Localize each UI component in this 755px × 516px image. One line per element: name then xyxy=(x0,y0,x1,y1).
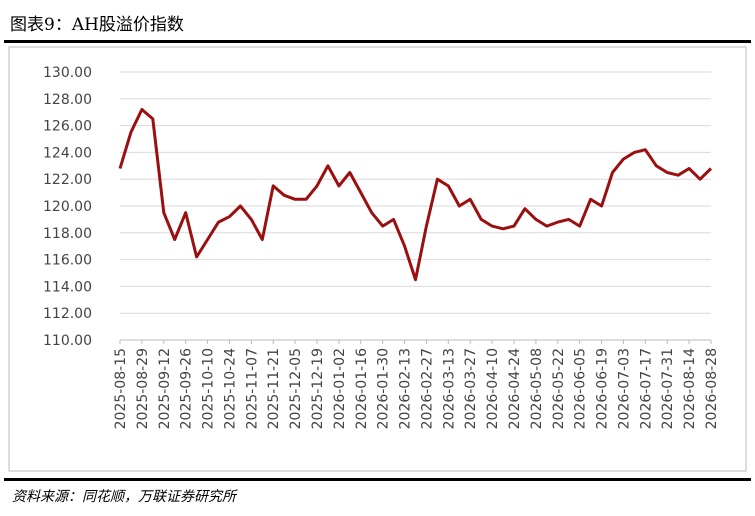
x-tick-label: 2025-09-26 xyxy=(179,348,195,429)
y-tick-label: 112.00 xyxy=(43,306,92,322)
x-tick-label: 2025-08-15 xyxy=(113,348,129,429)
x-tick-label: 2025-08-29 xyxy=(135,348,151,429)
x-tick-label: 2026-04-10 xyxy=(485,348,501,429)
series-line xyxy=(118,108,713,282)
y-tick-label: 120.00 xyxy=(43,199,92,215)
x-tick-label: 2025-12-05 xyxy=(288,348,304,429)
y-tick-label: 110.00 xyxy=(43,333,92,349)
x-tick-label: 2026-05-08 xyxy=(529,348,545,429)
chart-title: 图表9：AH股溢价指数 xyxy=(10,15,184,35)
y-tick-label: 126.00 xyxy=(43,119,92,135)
x-tick-label: 2025-10-24 xyxy=(222,348,238,429)
x-tick-label: 2026-01-16 xyxy=(354,348,370,429)
title-rule xyxy=(4,40,751,43)
y-tick-label: 116.00 xyxy=(43,253,92,269)
x-tick-label: 2026-07-03 xyxy=(616,348,632,429)
x-tick-label: 2025-11-21 xyxy=(266,348,282,429)
source-note: 资料来源：同花顺，万联证券研究所 xyxy=(12,489,238,505)
y-tick-label: 124.00 xyxy=(43,145,92,161)
y-tick-label: 114.00 xyxy=(43,279,92,295)
y-tick-label: 122.00 xyxy=(43,172,92,188)
y-tick-label: 130.00 xyxy=(43,65,92,81)
x-tick-label: 2025-11-07 xyxy=(244,348,260,429)
x-tick-label: 2026-07-17 xyxy=(638,348,654,429)
x-tick-label: 2026-01-30 xyxy=(376,348,392,429)
x-tick-label: 2026-07-31 xyxy=(660,348,676,429)
source-rule xyxy=(4,478,751,481)
x-tick-label: 2026-02-27 xyxy=(419,348,435,429)
plot-frame xyxy=(8,46,747,472)
x-tick-label: 2026-05-22 xyxy=(551,348,567,429)
x-tick-label: 2026-03-13 xyxy=(441,348,457,429)
x-tick-label: 2025-09-12 xyxy=(157,348,173,429)
x-tick-label: 2026-04-24 xyxy=(507,348,523,429)
x-tick-label: 2026-01-02 xyxy=(332,348,348,429)
x-tick-label: 2026-08-28 xyxy=(704,348,720,429)
x-tick-label: 2025-10-10 xyxy=(201,348,217,429)
x-tick-label: 2026-03-27 xyxy=(463,348,479,429)
x-tick-label: 2025-12-19 xyxy=(310,348,326,429)
x-tick-label: 2026-02-13 xyxy=(398,348,414,429)
y-tick-label: 128.00 xyxy=(43,92,92,108)
x-tick-label: 2026-06-05 xyxy=(573,348,589,429)
x-tick-label: 2026-06-19 xyxy=(595,348,611,429)
y-tick-label: 118.00 xyxy=(43,226,92,242)
x-tick-label: 2026-08-14 xyxy=(682,348,698,429)
